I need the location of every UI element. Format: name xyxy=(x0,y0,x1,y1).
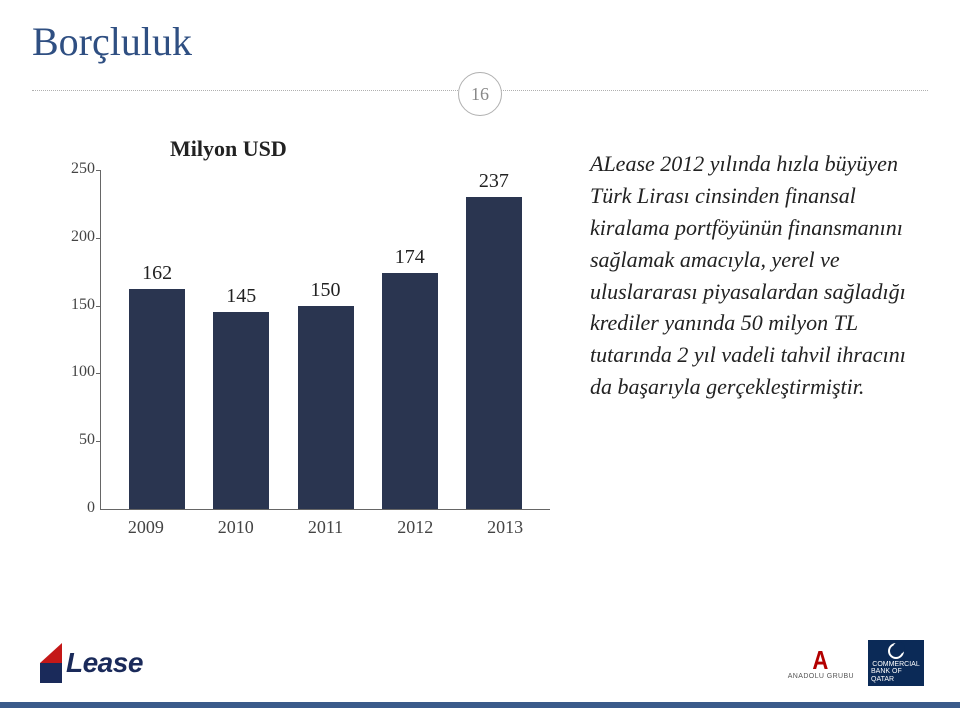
alease-logo-text: Lease xyxy=(66,647,143,679)
chart-tickmark xyxy=(96,170,101,171)
chart-xtick: 2013 xyxy=(487,517,523,538)
cbq-line1: COMMERCIAL xyxy=(872,661,919,668)
chart-bar xyxy=(298,306,354,509)
page-number-badge: 16 xyxy=(458,72,502,116)
chart-xtick: 2010 xyxy=(218,517,254,538)
chart-tickmark xyxy=(96,306,101,307)
chart-bar-value: 150 xyxy=(311,279,341,302)
description-text: ALease 2012 yılında hızla büyüyen Türk L… xyxy=(590,148,918,403)
chart-axis-label: Milyon USD xyxy=(170,136,287,162)
chart-ytick: 250 xyxy=(51,160,95,178)
chart-xtick: 2011 xyxy=(308,517,343,538)
cbq-line2: BANK OF QATAR xyxy=(871,668,921,683)
chart-xtick: 2009 xyxy=(128,517,164,538)
crescent-icon xyxy=(888,643,904,659)
chart-ytick: 200 xyxy=(51,228,95,246)
chart-bar-value: 162 xyxy=(142,262,172,285)
chart-bar xyxy=(382,273,438,509)
chart-bar-column: 162 xyxy=(115,170,199,509)
chart-bar xyxy=(129,289,185,509)
chart-bar-column: 150 xyxy=(283,170,367,509)
chart-bar-value: 174 xyxy=(395,246,425,269)
chart-ytick: 150 xyxy=(51,296,95,314)
cbq-logo: COMMERCIAL BANK OF QATAR xyxy=(868,640,924,686)
chart-bars: 162 145 150 174 237 xyxy=(101,170,550,509)
chart-bar-value: 145 xyxy=(226,285,256,308)
chart-ytick: 0 xyxy=(51,499,95,517)
page-title: Borçluluk xyxy=(32,18,192,65)
chart-tickmark xyxy=(96,373,101,374)
chart-ytick: 50 xyxy=(51,431,95,449)
page-number: 16 xyxy=(471,84,489,105)
chart-ytick: 100 xyxy=(51,363,95,381)
chart-bar xyxy=(213,312,269,509)
bar-chart: Milyon USD 162145150174237 0501001502002… xyxy=(40,150,560,550)
slide: Borçluluk 16 Milyon USD 162145150174237 … xyxy=(0,0,960,708)
alease-logo-mark xyxy=(40,643,62,683)
chart-bar-column: 145 xyxy=(199,170,283,509)
chart-tickmark xyxy=(96,238,101,239)
partner-logos: A ANADOLU GRUBU COMMERCIAL BANK OF QATAR xyxy=(788,640,924,686)
chart-xtick: 2012 xyxy=(397,517,433,538)
chart-bar-column: 174 xyxy=(368,170,452,509)
chart-bar-value: 237 xyxy=(479,170,509,193)
chart-bar xyxy=(466,197,522,509)
anadolu-glyph-icon: A xyxy=(813,647,829,673)
chart-bar-column: 237 xyxy=(452,170,536,509)
footer: Lease A ANADOLU GRUBU COMMERCIAL BANK OF… xyxy=(40,640,924,686)
chart-plot-area: 162145150174237 050100150200250200920102… xyxy=(100,170,550,510)
alease-logo: Lease xyxy=(40,643,143,683)
triangle-icon xyxy=(40,643,62,663)
chart-tickmark xyxy=(96,441,101,442)
anadolu-logo: A ANADOLU GRUBU xyxy=(788,647,854,680)
square-icon xyxy=(40,663,62,683)
